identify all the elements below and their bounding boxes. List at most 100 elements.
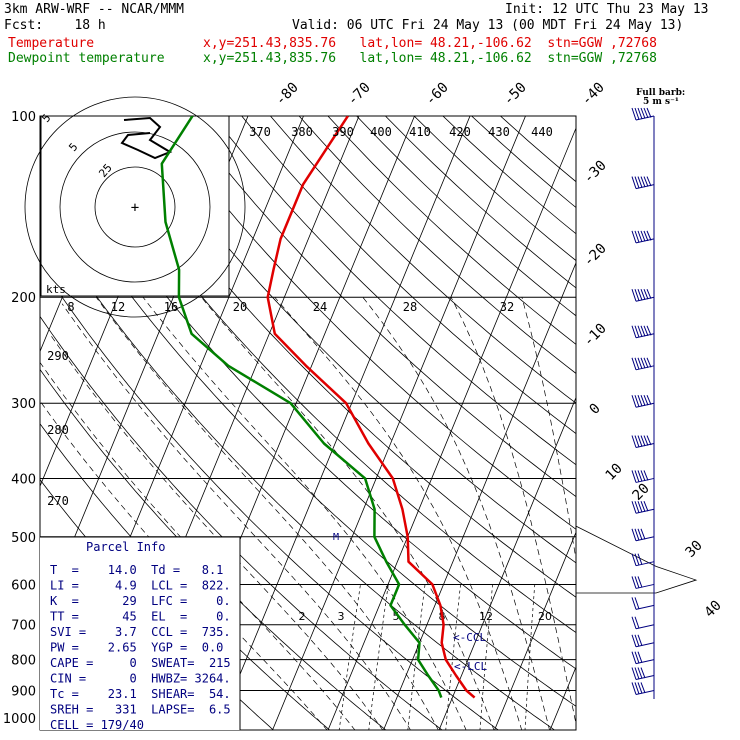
mixing-ratio-label: 12 bbox=[479, 610, 493, 623]
forecast-hour: Fcst: 18 h bbox=[4, 18, 106, 33]
barb-flag bbox=[634, 682, 640, 695]
parcel-info-row: CAPE = 0 SWEAT= 215 bbox=[50, 656, 231, 670]
dry-adiabat bbox=[126, 116, 576, 564]
dewpoint-line bbox=[160, 116, 443, 699]
model-title: 3km ARW-WRF -- NCAR/MMM bbox=[4, 2, 185, 17]
barb-flag bbox=[637, 501, 643, 513]
dry-adiabat bbox=[154, 116, 576, 530]
barb-flag bbox=[631, 576, 637, 589]
wind-barb bbox=[631, 597, 655, 610]
theta-label: 410 bbox=[409, 125, 431, 139]
dry-adiabat bbox=[40, 213, 556, 730]
wind-barb bbox=[631, 230, 655, 244]
barb-flag bbox=[631, 395, 637, 408]
barb-flag bbox=[637, 528, 643, 540]
barb-flag bbox=[643, 470, 649, 481]
mixing-ratio-line bbox=[479, 584, 493, 730]
isotherm-line bbox=[272, 116, 526, 730]
moist-adiabat bbox=[362, 296, 550, 730]
barb-flag bbox=[643, 435, 649, 446]
ccl-marker: <-CCL bbox=[453, 631, 486, 644]
barb-flag bbox=[637, 357, 643, 369]
barb-flag bbox=[634, 553, 640, 566]
barb-flag bbox=[643, 107, 649, 119]
barb-flag bbox=[631, 667, 637, 680]
barb-flag bbox=[646, 395, 652, 405]
barb-flag bbox=[637, 470, 643, 482]
isotherm-line bbox=[549, 665, 576, 730]
barb-flag bbox=[640, 501, 646, 512]
barb-flag bbox=[640, 357, 646, 369]
barb-flag bbox=[637, 576, 643, 588]
pressure-label: 600 bbox=[11, 578, 36, 593]
mixing-ratio-line bbox=[524, 584, 536, 730]
barb-flag bbox=[634, 597, 640, 610]
mixing-ratio-line bbox=[445, 584, 461, 730]
wind-barb bbox=[631, 667, 655, 680]
wind-barb bbox=[631, 107, 655, 121]
barb-flag bbox=[643, 395, 649, 406]
parcel-info-row: CELL = 179/40 bbox=[50, 718, 144, 732]
barb-flag bbox=[631, 357, 637, 370]
hodo-speed-label: 24 bbox=[313, 300, 327, 314]
barb-flag bbox=[634, 107, 640, 120]
dry-adiabat bbox=[212, 116, 576, 466]
barb-flag bbox=[640, 230, 646, 242]
init-time: Init: 12 UTC Thu 23 May 13 bbox=[505, 2, 709, 17]
isotherm-line bbox=[661, 88, 740, 730]
barb-flag bbox=[640, 289, 646, 300]
hodograph-ring bbox=[24, 96, 246, 318]
theta-label: 420 bbox=[449, 125, 471, 139]
hodo-speed-label: 20 bbox=[233, 300, 247, 314]
isotherm-label: -10 bbox=[581, 321, 610, 350]
barb-flag bbox=[631, 176, 637, 189]
barb-flag bbox=[643, 325, 649, 336]
barb-flag bbox=[637, 395, 643, 407]
isotherm-label: 10 bbox=[603, 461, 626, 484]
moist-adiabat bbox=[61, 303, 411, 730]
moist-adiabat bbox=[521, 297, 576, 561]
isotherm-label: 40 bbox=[702, 598, 725, 621]
hodograph-ring bbox=[94, 166, 176, 248]
moist-adiabat bbox=[274, 296, 523, 730]
dry-adiabat bbox=[40, 163, 576, 707]
barb-flag bbox=[637, 107, 643, 120]
hodograph-trace bbox=[120, 116, 173, 160]
barb-flag bbox=[631, 470, 637, 483]
dry-adiabat bbox=[97, 116, 576, 598]
barb-flag bbox=[637, 435, 643, 447]
barb-flag bbox=[631, 616, 637, 629]
isotherm-label: -50 bbox=[501, 80, 530, 109]
wind-barb bbox=[631, 357, 655, 371]
barb-legend-line2: 5 m s⁻¹ bbox=[643, 97, 679, 107]
isotherm-label: -70 bbox=[345, 80, 374, 109]
dry-adiabat bbox=[40, 315, 443, 730]
mixing-ratio-line bbox=[407, 584, 426, 730]
isotherm-label: -80 bbox=[273, 80, 302, 109]
barb-flag bbox=[643, 289, 649, 300]
barb-flag bbox=[634, 634, 640, 647]
pressure-label: 300 bbox=[11, 397, 36, 412]
dry-adiabat bbox=[356, 116, 576, 317]
barb-flag bbox=[646, 357, 652, 368]
parcel-info-row: T = 14.0 Td = 8.1 bbox=[50, 563, 223, 577]
moist-adiabat bbox=[40, 361, 356, 730]
wind-barb bbox=[631, 435, 655, 449]
pressure-label: 500 bbox=[11, 531, 36, 546]
pressure-label: 700 bbox=[11, 619, 36, 634]
barb-flag bbox=[643, 501, 649, 512]
barb-flag bbox=[631, 597, 637, 610]
isotherm-label: -40 bbox=[579, 80, 608, 109]
barb-flag bbox=[631, 528, 637, 541]
barb-flag bbox=[634, 501, 640, 513]
moist-adiabat bbox=[49, 333, 384, 730]
barb-flag bbox=[643, 176, 649, 187]
mixing-ratio-label: 2 bbox=[299, 610, 306, 623]
isotherm-label: 20 bbox=[630, 481, 653, 504]
isotherm-line bbox=[494, 531, 576, 730]
barb-flag bbox=[640, 682, 646, 694]
barb-flag bbox=[634, 395, 640, 407]
barb-flag bbox=[646, 435, 652, 446]
pressure-label: 1000 bbox=[3, 712, 36, 727]
